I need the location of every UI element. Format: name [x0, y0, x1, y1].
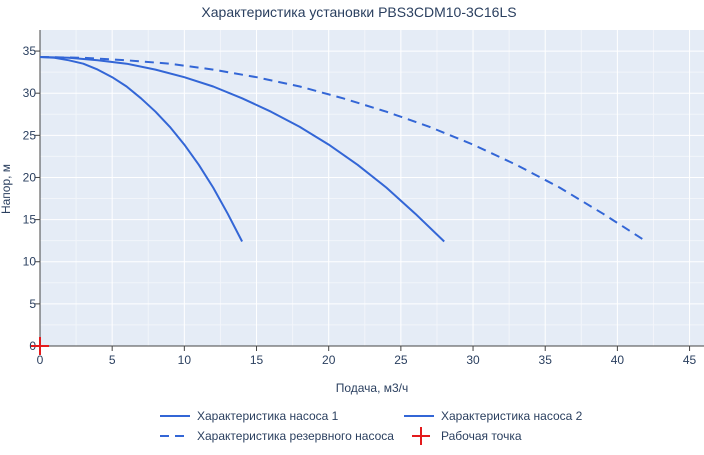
- legend-item: Рабочая точка: [412, 427, 522, 445]
- x-tick-label: 5: [109, 353, 116, 367]
- legend-label: Характеристика резервного насоса: [197, 429, 394, 443]
- x-tick-label: 10: [178, 353, 192, 367]
- x-tick-label: 20: [322, 353, 336, 367]
- series-line-2: [39, 56, 445, 243]
- chart-title: Характеристика установки PBS3CDM10-3C16L…: [201, 4, 516, 20]
- legend-label: Характеристика насоса 1: [197, 409, 339, 423]
- legend: Характеристика насоса 1 Характеристика на…: [160, 409, 583, 445]
- legend-item: Характеристика резервного насоса: [160, 429, 394, 443]
- grid: [40, 30, 704, 346]
- x-tick-label: 15: [250, 353, 264, 367]
- y-tick-label: 5: [29, 297, 36, 311]
- plot-area: [40, 30, 704, 346]
- x-tick-label: 25: [394, 353, 408, 367]
- legend-label: Рабочая точка: [441, 429, 522, 443]
- y-tick-label: 15: [23, 213, 37, 227]
- y-tick-label: 10: [23, 255, 37, 269]
- legend-item: Характеристика насоса 2: [404, 409, 583, 423]
- y-tick-label: 25: [23, 128, 37, 142]
- x-tick-label: 45: [683, 353, 697, 367]
- operating-point-marker: [31, 337, 49, 355]
- series-line-1: [39, 56, 243, 242]
- y-tick-label: 20: [23, 170, 37, 184]
- axes: [35, 30, 704, 351]
- x-tick-label: 0: [37, 353, 44, 367]
- x-tick-label: 35: [539, 353, 553, 367]
- x-axis-label: Подача, м3/ч: [336, 381, 409, 395]
- series-line-3: [39, 56, 647, 243]
- x-tick-label: 40: [611, 353, 625, 367]
- y-axis-label: Напор, м: [0, 164, 13, 214]
- series-lines: [31, 56, 647, 355]
- tick-labels: 05101520253035404505101520253035: [23, 44, 697, 367]
- legend-item: Характеристика насоса 1: [160, 409, 339, 423]
- y-tick-label: 35: [23, 44, 37, 58]
- legend-label: Характеристика насоса 2: [441, 409, 583, 423]
- y-tick-label: 30: [23, 86, 37, 100]
- x-tick-label: 30: [466, 353, 480, 367]
